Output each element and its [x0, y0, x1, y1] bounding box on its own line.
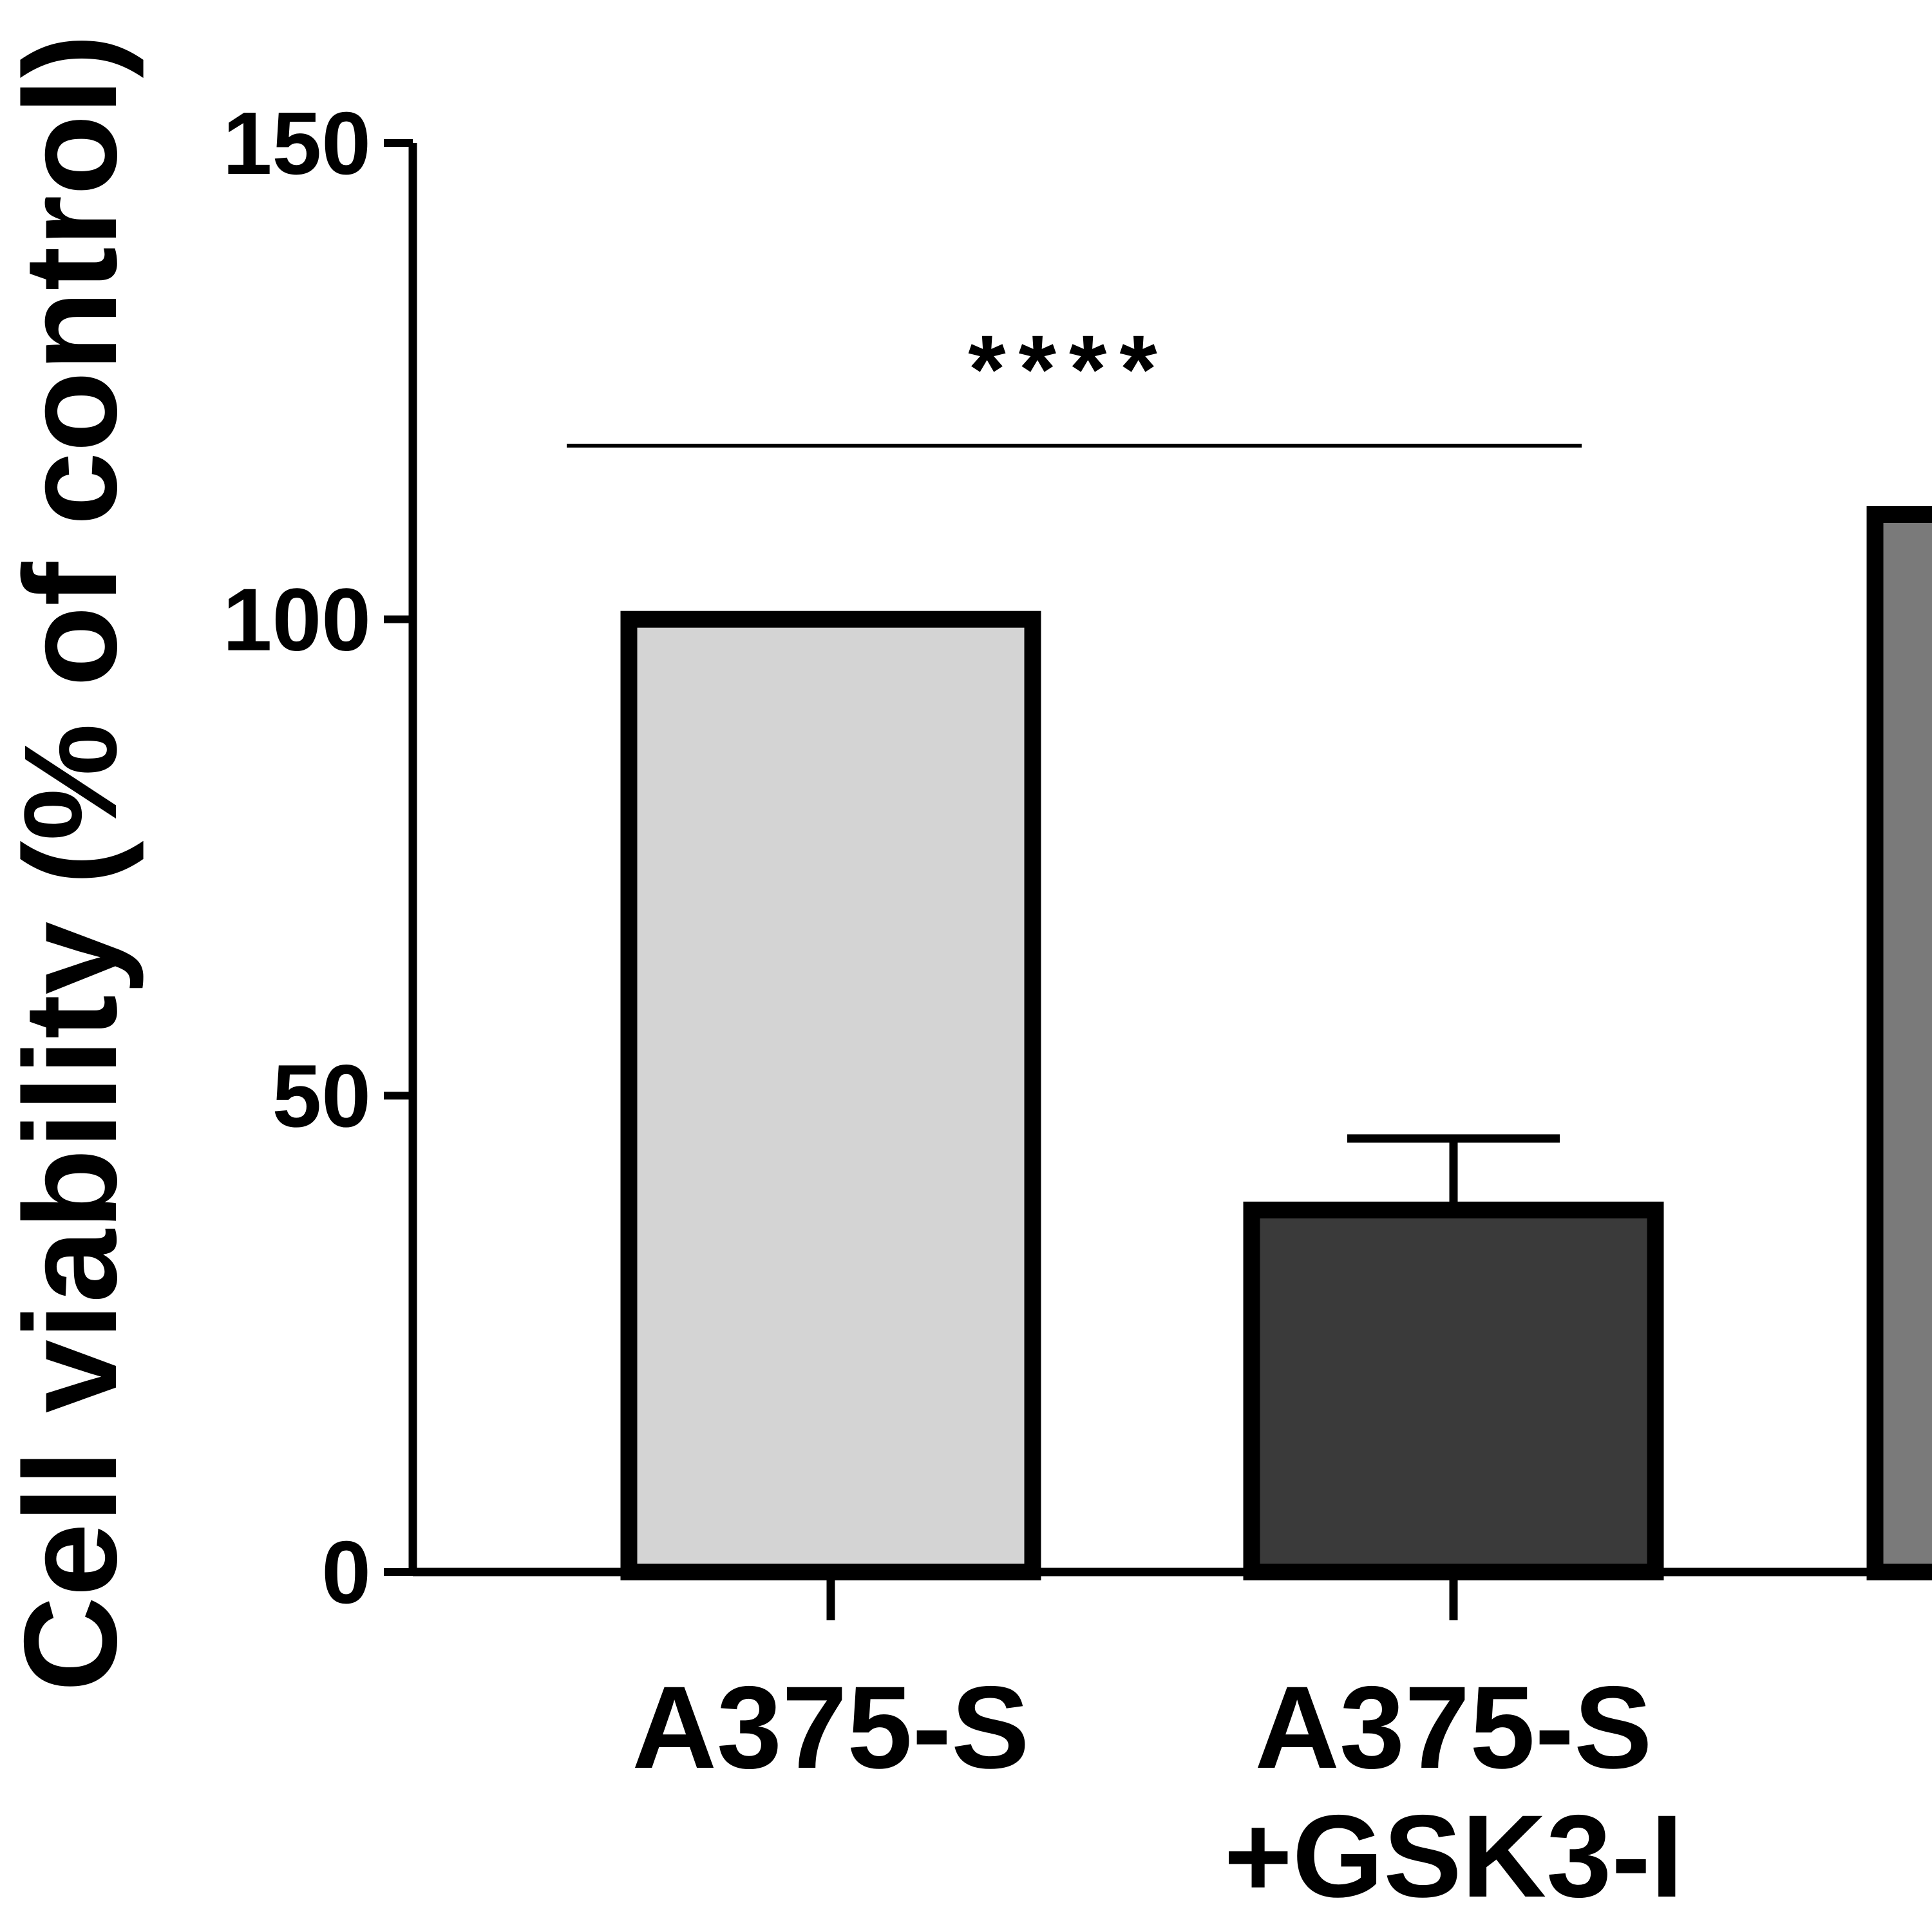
y-tick-label: 100 [223, 571, 371, 670]
x-tick-label: A375-S [1255, 1662, 1652, 1793]
y-tick-label: 150 [223, 94, 371, 193]
significance-stars: **** [968, 315, 1170, 423]
y-tick-label: 0 [321, 1523, 371, 1622]
bars [620, 506, 1932, 1581]
significance-annotation: **** [567, 315, 1582, 448]
y-tick-label: 50 [272, 1046, 372, 1146]
y-axis-label: Cell viability (% of control) [0, 34, 144, 1692]
bar [1243, 1201, 1664, 1581]
x-tick-label: +GSK3-I [1224, 1790, 1683, 1922]
y-axis: 0 50 100 150 [223, 94, 417, 1622]
bar [620, 611, 1041, 1581]
bar [1866, 506, 1932, 1581]
x-tick-label: A375-S [632, 1662, 1029, 1793]
